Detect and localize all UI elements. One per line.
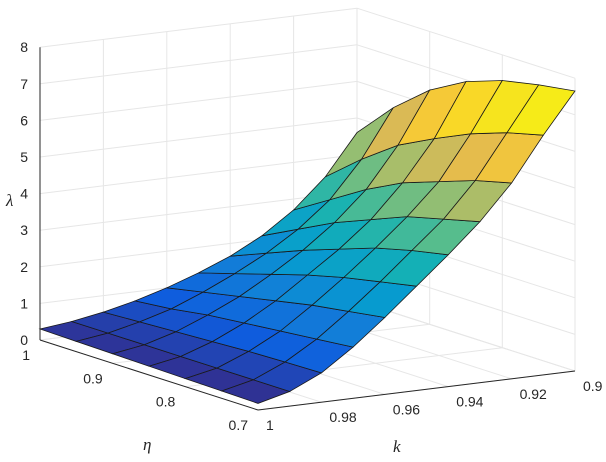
lambda-tick-label: 7: [20, 76, 28, 92]
lambda-tick-label: 6: [20, 112, 28, 128]
eta-axis-label: η: [143, 435, 151, 454]
eta-tick-label: 0.9: [83, 370, 103, 386]
eta-tick-label: 0.7: [229, 417, 249, 433]
lambda-tick-label: 1: [20, 295, 28, 311]
surface-patch-r5-c9: [506, 84, 576, 136]
eta-tick-label: 0.8: [156, 394, 176, 410]
surface-layer: [38, 80, 576, 404]
lambda-axis-label: λ: [5, 191, 13, 210]
lambda-tick-label: 8: [20, 39, 28, 55]
k-tick-label: 0.98: [329, 409, 356, 425]
eta-tick-label: 1: [22, 347, 30, 363]
lambda-tick-label: 5: [20, 149, 28, 165]
gridline-etawall-lambda-6: [39, 80, 358, 121]
k-tick-label: 0.92: [520, 386, 547, 402]
k-tick-label: 0.9: [583, 378, 603, 394]
k-axis-line: [257, 370, 576, 411]
eta-axis-line: [39, 339, 259, 411]
k-tick-label: 0.96: [393, 401, 420, 417]
gridline-etawall-lambda-8: [39, 7, 358, 48]
lambda-tick-label: 3: [20, 222, 28, 238]
gridline-floor-k-5: [356, 300, 576, 372]
gridline-etawall-lambda-7: [39, 44, 358, 85]
gridline-etawall-lambda-5: [39, 117, 358, 158]
gridline-etawall-lambda-3: [39, 190, 358, 231]
gridline-etawall-lambda-4: [39, 154, 358, 195]
gridline-kwall-lambda-8: [356, 7, 576, 79]
lambda-tick-label: 0: [20, 332, 28, 348]
lambda-tick-label: 4: [20, 186, 28, 202]
k-tick-label: 0.94: [456, 394, 483, 410]
k-axis-label: k: [393, 437, 401, 456]
k-tick-label: 1: [266, 417, 274, 433]
lambda-tick-label: 2: [20, 259, 28, 275]
